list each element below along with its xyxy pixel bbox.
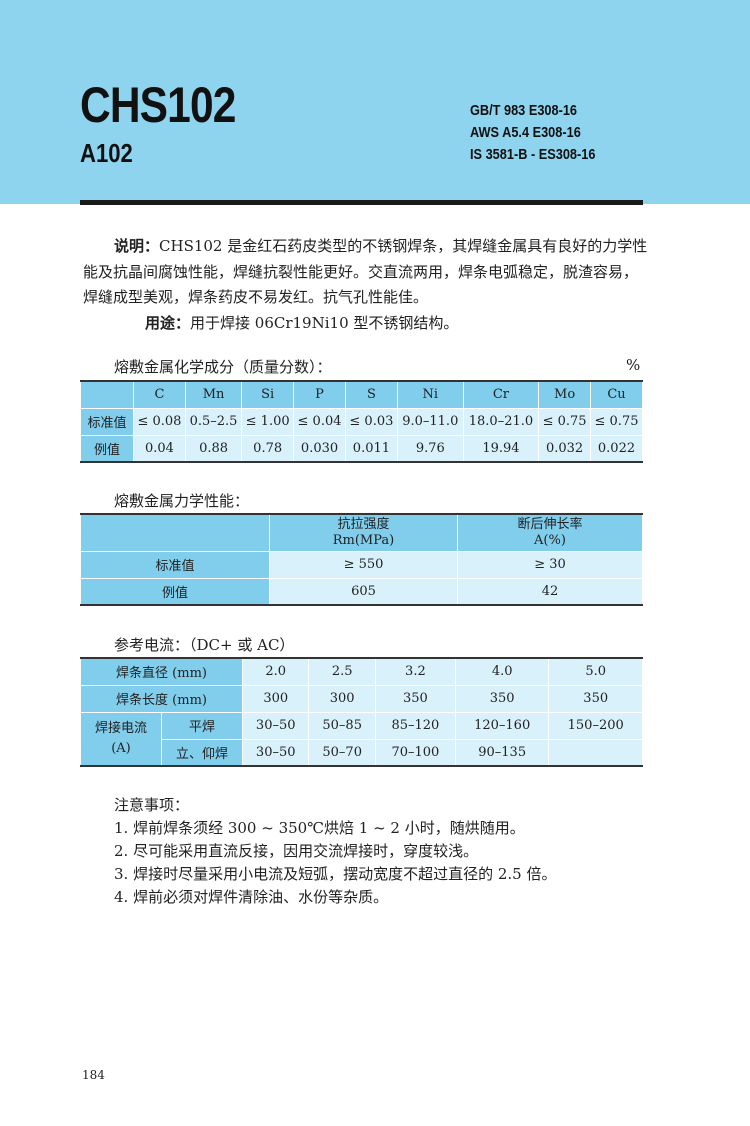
cell: 605 xyxy=(269,577,458,606)
cell: 0.5–2.5 xyxy=(184,407,243,436)
desc-text: CHS102 是金红石药皮类型的不锈钢焊条，其焊缝金属具有良好的力学性能及抗晶间… xyxy=(83,237,648,306)
cell: 0.030 xyxy=(293,434,346,463)
notes-title: 注意事项： xyxy=(114,796,190,814)
cell: ≤ 0.75 xyxy=(538,407,592,436)
cell: ≤ 0.08 xyxy=(133,407,186,436)
row-label: 焊条直径 (mm) xyxy=(80,657,243,686)
col-header: Mn xyxy=(184,380,243,409)
product-subtitle: A102 xyxy=(80,138,133,168)
mech-title: 熔敷金属力学性能： xyxy=(114,492,250,510)
standard: IS 3581-B - ES308-16 xyxy=(470,146,596,163)
note-item: 2. 尽可能采用直流反接，因用交流焊接时，穿度较浅。 xyxy=(114,842,479,860)
row-label: 例值 xyxy=(80,434,134,463)
cell: 0.88 xyxy=(184,434,243,463)
cell: 50–70 xyxy=(308,738,376,767)
standard: AWS A5.4 E308-16 xyxy=(470,124,581,141)
cell: ≥ 550 xyxy=(269,550,458,579)
desc-label: 说明： xyxy=(114,237,160,255)
row-label: 平焊 xyxy=(161,711,243,740)
cell: 9.0–11.0 xyxy=(396,407,464,436)
cell: 0.04 xyxy=(133,434,186,463)
chem-title: 熔敷金属化学成分（质量分数）： xyxy=(114,358,332,376)
cell: 85–120 xyxy=(374,711,456,740)
divider xyxy=(80,200,643,205)
chem-table: C Mn Si P S Ni Cr Mo Cu 标准值 ≤ 0.08 0.5–2.5 ≤ 1.00 ≤ … xyxy=(80,380,643,463)
col-header: P xyxy=(293,380,346,409)
table-row: 焊条直径 (mm) 2.0 2.5 3.2 4.0 5.0 xyxy=(80,657,643,686)
cell: 5.0 xyxy=(548,657,643,686)
cell: 0.78 xyxy=(241,434,295,463)
row-label: 例值 xyxy=(80,577,270,606)
cell: 2.5 xyxy=(308,657,376,686)
col-header: Mo xyxy=(538,380,592,409)
cell: 30–50 xyxy=(241,738,310,767)
cell: 9.76 xyxy=(396,434,464,463)
row-label: 标准值 xyxy=(80,550,270,579)
cell: 0.032 xyxy=(538,434,592,463)
cell: 70–100 xyxy=(374,738,456,767)
row-label: 立、仰焊 xyxy=(161,738,243,767)
table-row: 标准值 ≥ 550 ≥ 30 xyxy=(80,550,643,579)
cell: 350 xyxy=(454,684,550,713)
row-label: 焊接电流 (A) xyxy=(80,711,162,767)
cell: 42 xyxy=(457,577,643,606)
cell: 19.94 xyxy=(462,434,540,463)
note-item: 3. 焊接时尽量采用小电流及短弧，摆动宽度不超过直径的 2.5 倍。 xyxy=(114,865,557,883)
current-table: 焊条直径 (mm) 2.0 2.5 3.2 4.0 5.0 焊条长度 (mm) 300 300… xyxy=(80,657,643,767)
cell: 4.0 xyxy=(454,657,550,686)
mech-table: 抗拉强度 Rm(MPa) 断后伸长率 A(%) 标准值 ≥ 550 ≥ 30 例值 605 4… xyxy=(80,513,643,606)
cell: 90–135 xyxy=(454,738,550,767)
cell: 300 xyxy=(308,684,376,713)
col-header: 断后伸长率 A(%) xyxy=(457,513,643,552)
note-item: 4. 焊前必须对焊件清除油、水份等杂质。 xyxy=(114,888,389,906)
col-header: Cu xyxy=(590,380,643,409)
cell: ≤ 0.04 xyxy=(293,407,346,436)
row-label: 标准值 xyxy=(80,407,134,436)
cell: 3.2 xyxy=(374,657,456,686)
chem-unit: % xyxy=(626,356,641,374)
col-header: S xyxy=(344,380,398,409)
cell: 18.0–21.0 xyxy=(462,407,540,436)
table-row: 例值 0.04 0.88 0.78 0.030 0.011 9.76 19.94 0.032 0.… xyxy=(80,434,643,463)
cell: 150–200 xyxy=(548,711,643,740)
cell: ≥ 30 xyxy=(457,550,643,579)
usage-text: 用于焊接 06Cr19Ni10 型不锈钢结构。 xyxy=(190,313,459,332)
col-header: C xyxy=(133,380,186,409)
table-row: 立、仰焊 30–50 50–70 70–100 90–135 xyxy=(81,738,643,767)
cell: 30–50 xyxy=(241,711,310,740)
cell: 350 xyxy=(374,684,456,713)
cell: ≤ 1.00 xyxy=(241,407,295,436)
cell: 120–160 xyxy=(454,711,550,740)
cell: 50–85 xyxy=(308,711,376,740)
row-label: 焊条长度 (mm) xyxy=(80,684,243,713)
table-row: 焊条长度 (mm) 300 300 350 350 350 xyxy=(80,684,643,713)
cell: 0.022 xyxy=(590,434,643,463)
table-row: 焊接电流 (A) 平焊 30–50 50–85 85–120 120–160 150–200 xyxy=(80,711,643,767)
cell: ≤ 0.75 xyxy=(590,407,643,436)
cell: 0.011 xyxy=(344,434,398,463)
usage-label: 用途： xyxy=(145,313,191,332)
cell: 300 xyxy=(241,684,310,713)
page-number: 184 xyxy=(82,1068,105,1082)
table-row: 例值 605 42 xyxy=(80,577,643,606)
current-title: 参考电流：（DC+ 或 AC） xyxy=(114,636,295,654)
col-header: Si xyxy=(241,380,295,409)
cell: 2.0 xyxy=(241,657,310,686)
notes: 注意事项： 1. 焊前焊条须经 300 ~ 350℃烘焙 1 ~ 2 小时，随烘… xyxy=(114,794,556,909)
product-title: CHS102 xyxy=(80,77,236,133)
standards: GB/T 983 E308-16 AWS A5.4 E308-16 IS 358… xyxy=(470,100,595,166)
cell xyxy=(548,738,643,767)
table-row: 标准值 ≤ 0.08 0.5–2.5 ≤ 1.00 ≤ 0.04 ≤ 0.03 9.0–11… xyxy=(80,407,643,436)
description: 说明：CHS102 是金红石药皮类型的不锈钢焊条，其焊缝金属具有良好的力学性能及… xyxy=(83,234,648,336)
header-band xyxy=(0,0,750,204)
cell: 350 xyxy=(548,684,643,713)
col-header: Cr xyxy=(462,380,540,409)
col-header: 抗拉强度 Rm(MPa) xyxy=(269,513,458,552)
cell: ≤ 0.03 xyxy=(344,407,398,436)
note-item: 1. 焊前焊条须经 300 ~ 350℃烘焙 1 ~ 2 小时，随烘随用。 xyxy=(114,819,525,837)
col-header: Ni xyxy=(396,380,464,409)
standard: GB/T 983 E308-16 xyxy=(470,102,578,119)
